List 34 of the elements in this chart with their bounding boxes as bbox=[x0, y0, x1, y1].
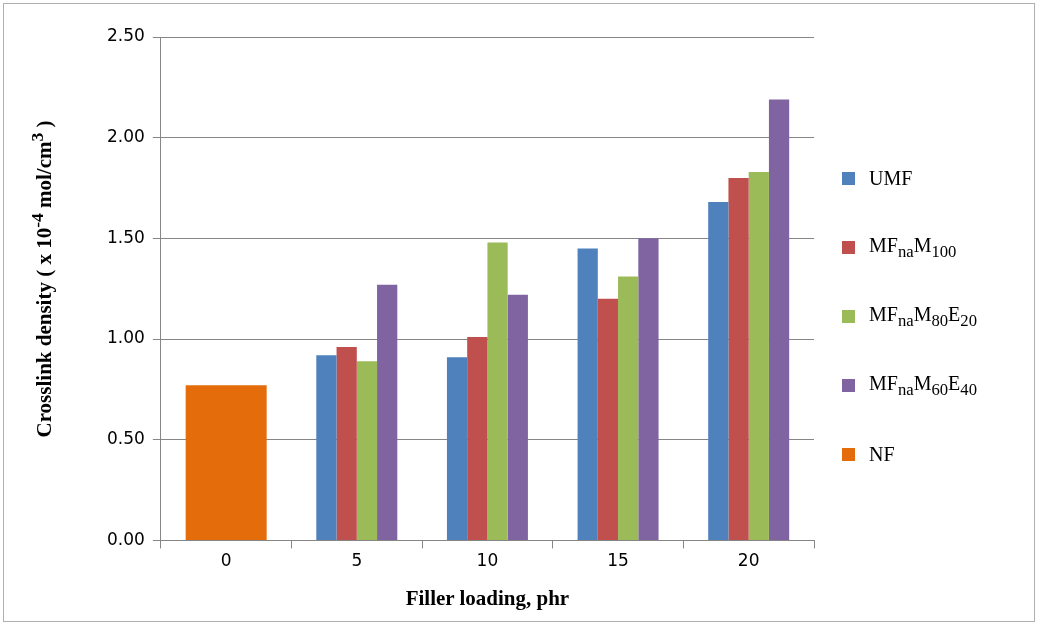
x-tick-label: 0 bbox=[220, 550, 232, 571]
x-tick-label: 20 bbox=[737, 550, 760, 571]
bar bbox=[185, 385, 267, 540]
bar bbox=[748, 171, 769, 540]
x-tick-label: 10 bbox=[476, 550, 499, 571]
y-tick-label: 0.50 bbox=[106, 428, 145, 449]
bar bbox=[638, 238, 659, 540]
x-tick-label: 15 bbox=[607, 550, 629, 571]
legend-label: MF$_{na}$M$_{60}$E$_{40}$ bbox=[869, 371, 977, 400]
bar bbox=[356, 361, 378, 540]
bar bbox=[728, 177, 749, 540]
y-tick-label: 0.00 bbox=[106, 528, 145, 549]
bar bbox=[708, 202, 729, 540]
bar bbox=[377, 284, 398, 540]
x-axis-title: Filler loading, phr bbox=[405, 585, 570, 610]
bar bbox=[618, 276, 639, 540]
bar bbox=[316, 355, 337, 540]
bar bbox=[597, 298, 619, 540]
y-tick-label: 1.50 bbox=[106, 226, 145, 247]
bar bbox=[507, 294, 528, 540]
y-tick-label: 2.00 bbox=[106, 126, 145, 147]
legend-label: NF bbox=[869, 443, 895, 466]
legend-label: MF$_{na}$M$_{80}$E$_{20}$ bbox=[869, 302, 977, 331]
legend-label: UMF bbox=[869, 167, 913, 190]
bar bbox=[768, 99, 790, 540]
y-tick-label: 1.00 bbox=[106, 327, 145, 348]
bar bbox=[467, 337, 488, 540]
bar bbox=[336, 347, 357, 540]
x-tick-label: 5 bbox=[351, 550, 363, 571]
bar bbox=[577, 248, 598, 540]
y-tick-label: 2.50 bbox=[106, 25, 145, 46]
bar bbox=[446, 357, 468, 540]
legend-label: MF$_{na}$M$_{100}$ bbox=[869, 233, 957, 262]
bar bbox=[487, 242, 508, 540]
